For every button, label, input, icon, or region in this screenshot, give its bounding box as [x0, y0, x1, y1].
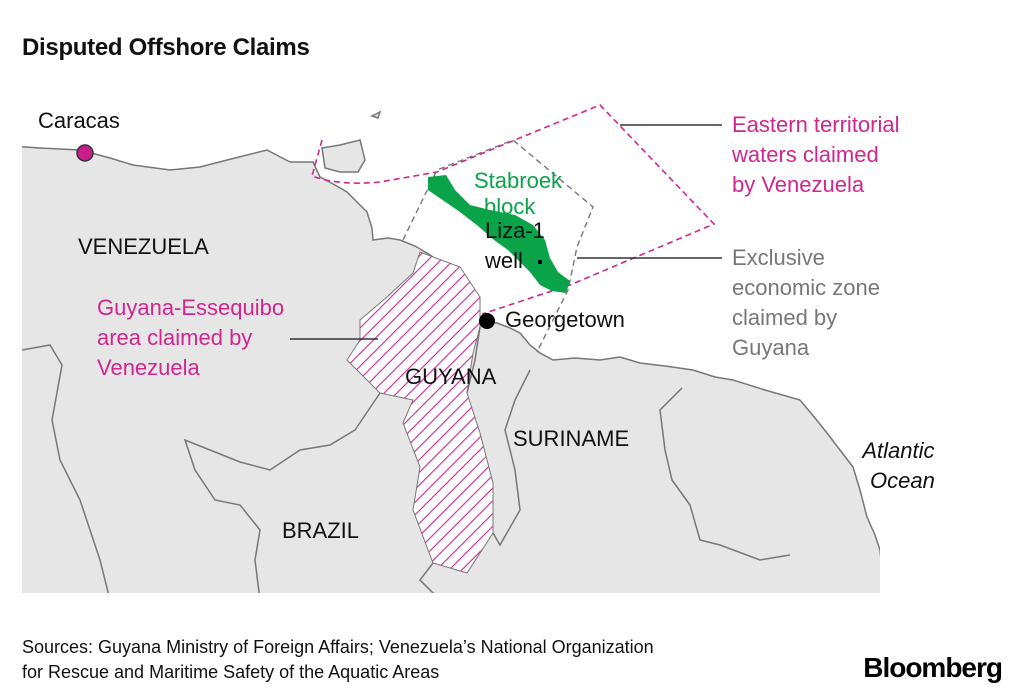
sources-line-2: for Rescue and Maritime Safety of the Aq… — [22, 662, 440, 682]
eez-line-3: claimed by — [732, 305, 838, 330]
atlantic-line-2: Ocean — [870, 468, 935, 493]
stabroek-line-2: block — [484, 194, 536, 219]
liza-well-marker — [538, 260, 542, 264]
country-borders — [22, 326, 791, 593]
liza-well-label: Liza-1 well — [485, 216, 545, 276]
brazil-label: BRAZIL — [282, 518, 360, 543]
suriname-label: SURINAME — [513, 426, 630, 451]
trinidad-island — [321, 139, 366, 173]
tobago-island — [370, 110, 382, 119]
eastern-waters-legend: Eastern territorial waters claimed by Ve… — [732, 110, 900, 200]
eez-legend: Exclusive economic zone claimed by Guyan… — [732, 243, 880, 363]
bloomberg-logo: Bloomberg — [863, 652, 1003, 683]
venezuela-label: VENEZUELA — [78, 234, 209, 259]
georgetown-marker — [479, 313, 495, 329]
essequibo-claim-area — [346, 251, 494, 574]
eez-line-4: Guyana — [732, 335, 810, 360]
guyana-label: GUYANA — [405, 364, 497, 389]
stabroek-block — [428, 175, 570, 293]
atlantic-ocean-label: Atlantic Ocean — [862, 436, 935, 496]
georgetown-label: Georgetown — [505, 307, 625, 332]
caracas-label: Caracas — [38, 108, 120, 133]
stabroek-line-1: Stabroek — [474, 168, 563, 193]
venezuela-claim-boundary — [311, 104, 716, 315]
stabroek-block-label: Stabroek block — [474, 166, 562, 222]
eastern-line-1: Eastern territorial — [732, 112, 900, 137]
eastern-line-3: by Venezuela — [732, 172, 865, 197]
sources-note: Sources: Guyana Ministry of Foreign Affa… — [22, 635, 654, 685]
essequibo-line-2: area claimed by — [97, 325, 253, 350]
eez-line-2: economic zone — [732, 275, 880, 300]
liza-line-1: Liza-1 — [485, 218, 545, 243]
eez-boundary — [402, 139, 594, 353]
eez-line-1: Exclusive — [732, 245, 825, 270]
essequibo-line-3: Venezuela — [97, 355, 200, 380]
caracas-marker — [76, 144, 94, 162]
eastern-line-2: waters claimed — [732, 142, 879, 167]
essequibo-line-1: Guyana-Essequibo — [97, 295, 285, 320]
map-title: Disputed Offshore Claims — [22, 34, 310, 61]
sources-line-1: Sources: Guyana Ministry of Foreign Affa… — [22, 637, 654, 657]
liza-line-2: well — [485, 248, 523, 273]
essequibo-legend: Guyana-Essequibo area claimed by Venezue… — [97, 293, 284, 383]
atlantic-line-1: Atlantic — [862, 438, 935, 463]
